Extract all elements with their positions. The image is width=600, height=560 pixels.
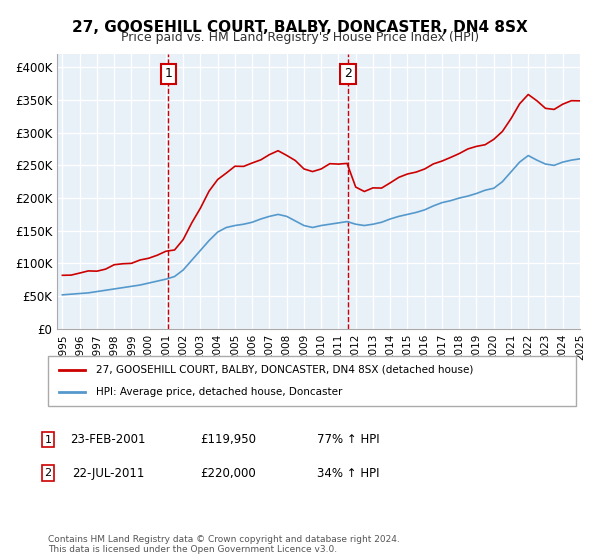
Text: 1: 1 bbox=[44, 435, 52, 445]
Text: 34% ↑ HPI: 34% ↑ HPI bbox=[317, 466, 379, 480]
Text: 22-JUL-2011: 22-JUL-2011 bbox=[72, 466, 144, 480]
Text: HPI: Average price, detached house, Doncaster: HPI: Average price, detached house, Donc… bbox=[95, 387, 342, 397]
Text: 77% ↑ HPI: 77% ↑ HPI bbox=[317, 433, 379, 446]
Text: 2: 2 bbox=[344, 67, 352, 80]
Text: 23-FEB-2001: 23-FEB-2001 bbox=[70, 433, 146, 446]
Text: 27, GOOSEHILL COURT, BALBY, DONCASTER, DN4 8SX (detached house): 27, GOOSEHILL COURT, BALBY, DONCASTER, D… bbox=[95, 365, 473, 375]
FancyBboxPatch shape bbox=[48, 356, 576, 406]
Text: 1: 1 bbox=[164, 67, 172, 80]
Text: £220,000: £220,000 bbox=[200, 466, 256, 480]
Text: Contains HM Land Registry data © Crown copyright and database right 2024.
This d: Contains HM Land Registry data © Crown c… bbox=[48, 535, 400, 554]
Text: 2: 2 bbox=[44, 468, 52, 478]
Text: 27, GOOSEHILL COURT, BALBY, DONCASTER, DN4 8SX: 27, GOOSEHILL COURT, BALBY, DONCASTER, D… bbox=[72, 20, 528, 35]
Text: £119,950: £119,950 bbox=[200, 433, 256, 446]
Text: Price paid vs. HM Land Registry's House Price Index (HPI): Price paid vs. HM Land Registry's House … bbox=[121, 31, 479, 44]
